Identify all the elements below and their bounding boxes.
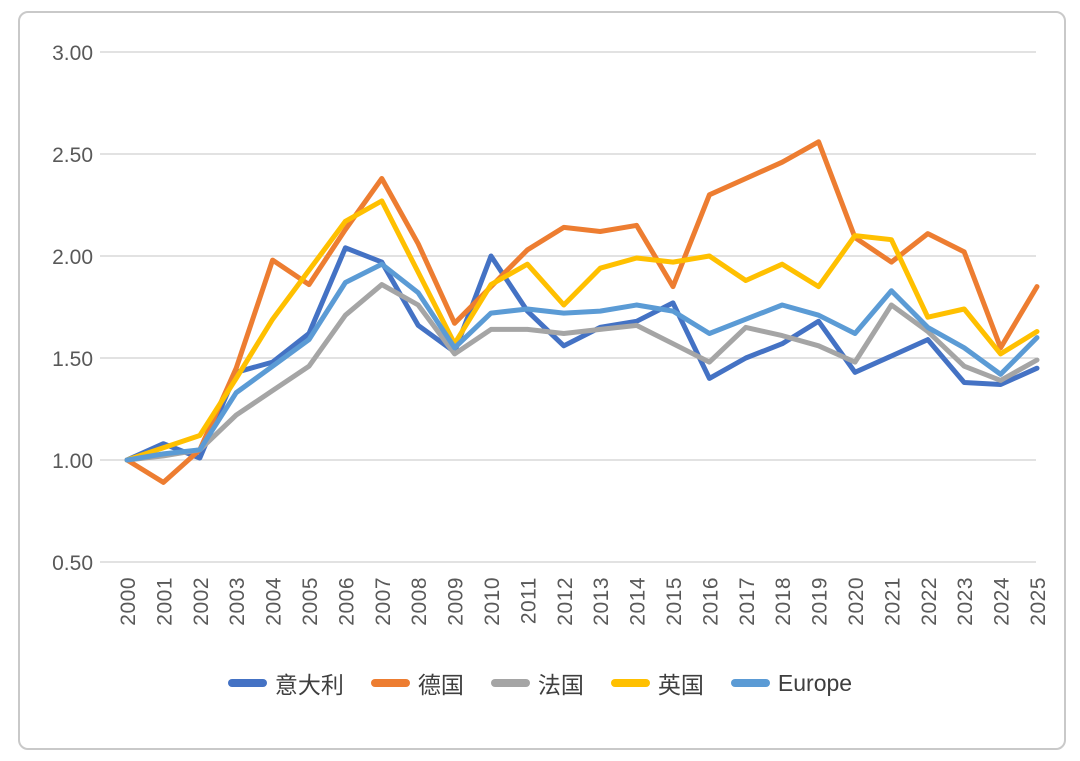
x-axis-tick-label: 2004 (263, 577, 286, 626)
x-axis-tick-label: 2007 (372, 577, 395, 626)
legend-swatch-europe (730, 679, 770, 687)
y-axis-tick-label: 2.50 (52, 144, 93, 167)
y-axis-tick-label: 3.00 (52, 42, 93, 65)
chart-legend: 意大利 德国 法国 英国 Europe (0, 666, 1080, 700)
legend-swatch-germany (370, 679, 410, 687)
y-axis-tick-label: 2.00 (52, 246, 93, 269)
x-axis-tick-label: 2005 (299, 577, 322, 626)
x-axis-tick-label: 2025 (1027, 577, 1050, 626)
legend-item-italy: 意大利 (227, 666, 344, 700)
x-axis-tick-label: 2013 (590, 577, 613, 626)
x-axis-tick-label: 2003 (226, 577, 249, 626)
legend-label-france: 法国 (537, 672, 584, 698)
legend-item-uk: 英国 (610, 666, 704, 700)
legend-item-europe: Europe (730, 669, 853, 697)
x-axis-tick-label: 2002 (190, 577, 213, 626)
legend-label-uk: 英国 (657, 672, 704, 698)
legend-swatch-france (490, 679, 530, 687)
legend-label-germany: 德国 (417, 672, 464, 698)
y-axis-tick-label: 1.00 (52, 450, 93, 473)
series-line-france (124, 282, 1040, 463)
x-axis-tick-label: 2024 (991, 577, 1014, 626)
legend-label-italy: 意大利 (274, 672, 344, 698)
y-axis-tick-label: 1.50 (52, 348, 93, 371)
legend-item-france: 法国 (490, 666, 584, 700)
series-line-germany (124, 139, 1040, 485)
x-axis-tick-label: 2011 (517, 577, 540, 624)
y-axis-tick-label: 0.50 (52, 552, 93, 575)
x-axis-tick-label: 2008 (408, 577, 431, 626)
legend-item-germany: 德国 (370, 666, 464, 700)
x-axis-tick-label: 2000 (117, 577, 140, 626)
legend-swatch-italy (227, 679, 267, 687)
legend-label-europe: Europe (777, 669, 853, 696)
x-axis-tick-label: 2017 (736, 577, 759, 626)
series-line-uk (124, 198, 1040, 463)
chart-frame (18, 11, 1066, 750)
x-axis-tick-label: 2010 (481, 577, 504, 626)
x-axis-tick-label: 2014 (627, 577, 650, 626)
series-line-europe (124, 261, 1040, 463)
x-axis-tick-label: 2020 (845, 577, 868, 626)
x-axis-tick-label: 2023 (954, 577, 977, 626)
x-axis-tick-label: 2006 (335, 577, 358, 626)
series-line-italy (124, 245, 1040, 463)
x-axis-tick-label: 2001 (153, 577, 176, 626)
x-axis-tick-label: 2018 (772, 577, 795, 626)
x-axis-tick-label: 2012 (554, 577, 577, 626)
legend-swatch-uk (610, 679, 650, 687)
x-axis-tick-label: 2019 (809, 577, 832, 626)
x-axis-tick-label: 2016 (699, 577, 722, 626)
x-axis-tick-label: 2009 (445, 577, 468, 626)
x-axis-tick-label: 2022 (918, 577, 941, 626)
x-axis-tick-label: 2015 (663, 577, 686, 626)
x-axis-tick-label: 2021 (881, 577, 904, 626)
